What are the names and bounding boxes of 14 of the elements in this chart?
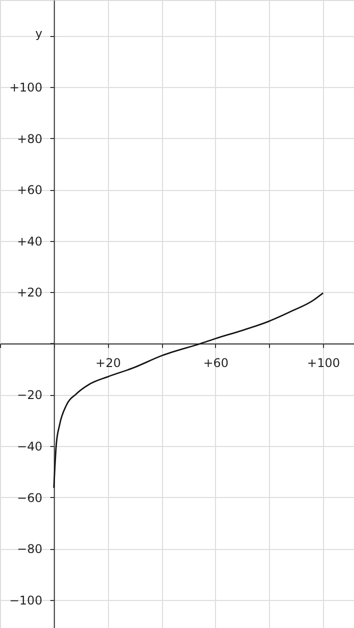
y-tick-label: +20: [17, 286, 42, 300]
x-tick-label: +100: [307, 356, 340, 370]
y-tick-label: +60: [17, 183, 42, 198]
y-tick-label: +40: [17, 234, 42, 248]
x-tick-label: +60: [203, 356, 229, 370]
y-tick-label: +80: [17, 132, 42, 146]
y-tick-label: −60: [17, 490, 42, 505]
y-tick-label: −100: [9, 593, 42, 608]
y-tick-label: +100: [9, 80, 42, 95]
y-axis-title: y: [35, 26, 42, 40]
y-tick-label: −20: [17, 388, 42, 402]
y-tick-label: −40: [17, 440, 42, 454]
x-tick-label: +20: [96, 356, 121, 370]
y-tick-label: −80: [17, 542, 42, 556]
